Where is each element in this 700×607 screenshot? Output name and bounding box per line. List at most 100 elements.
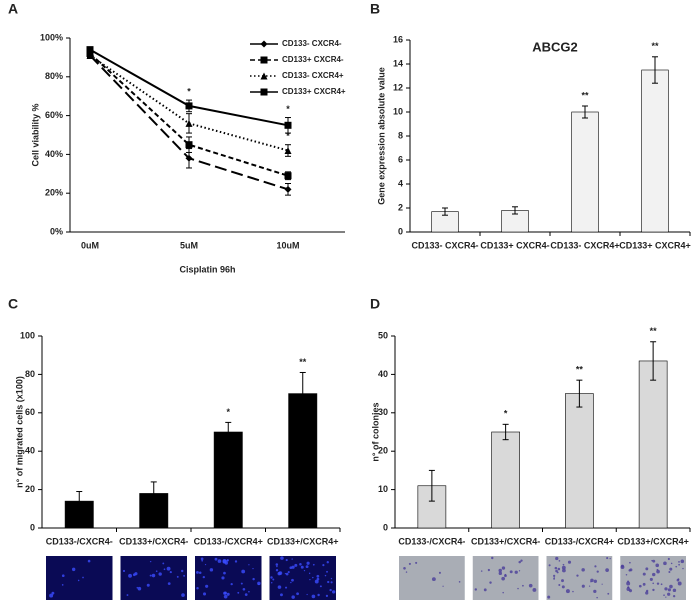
micrograph xyxy=(269,556,336,600)
micrograph-cell xyxy=(217,559,222,563)
panel-letter: C xyxy=(8,296,18,312)
micrograph-cell xyxy=(532,588,537,592)
y-axis-title: Gene expression absolute value xyxy=(376,67,386,205)
x-axis-title: Cisplatin 96h xyxy=(179,264,235,274)
micrograph-cell xyxy=(514,570,518,574)
y-tick-label: 50 xyxy=(378,330,388,340)
micrograph-cell xyxy=(676,578,680,582)
micrograph-cell xyxy=(305,565,309,569)
micrograph-cell xyxy=(240,582,243,585)
significance: ** xyxy=(581,90,589,100)
micrograph-cell xyxy=(330,581,333,584)
micrograph-cell xyxy=(558,583,561,586)
micrograph-cell xyxy=(82,576,84,579)
micrograph-cell xyxy=(155,570,158,573)
line xyxy=(89,52,289,177)
micrograph-cell xyxy=(252,577,255,581)
micrograph-cell xyxy=(303,569,306,572)
micrograph-cell xyxy=(146,583,150,587)
micrograph-cell xyxy=(682,567,684,570)
significance: * xyxy=(286,131,290,141)
micrograph-cell xyxy=(296,592,299,596)
significance: * xyxy=(187,86,191,96)
marker xyxy=(86,46,94,54)
panel-letter: D xyxy=(370,296,380,312)
y-tick-label: 40 xyxy=(378,369,388,379)
y-tick-label: 80% xyxy=(45,71,63,81)
micrograph-cell xyxy=(626,581,631,586)
micrograph-cell xyxy=(289,566,293,570)
y-axis-title: n° of migrated cells (x100) xyxy=(14,376,24,488)
significance: ** xyxy=(299,357,307,367)
marker xyxy=(260,56,268,64)
micrograph-cell xyxy=(49,593,54,598)
micrograph xyxy=(546,556,613,600)
y-tick-label: 20 xyxy=(25,484,35,494)
micrograph-cell xyxy=(501,566,506,570)
micrograph-cell xyxy=(415,561,418,564)
micrograph-cell xyxy=(287,571,290,574)
micrograph-cell xyxy=(590,581,592,583)
micrograph-cell xyxy=(214,557,218,561)
micrograph-cell xyxy=(656,569,660,574)
micrograph-cell xyxy=(501,576,506,581)
micrograph-cell xyxy=(642,572,646,576)
micrograph-cell xyxy=(672,588,677,593)
micrograph-cell xyxy=(553,574,556,578)
micrograph-cell xyxy=(280,556,284,560)
micrograph-cell xyxy=(277,585,282,589)
marker xyxy=(185,119,193,127)
micrograph-cell xyxy=(572,590,574,593)
significance: * xyxy=(504,409,508,419)
micrograph-cell xyxy=(474,588,477,591)
marker xyxy=(260,40,268,48)
micrograph-cell xyxy=(306,593,308,596)
micrograph-cell xyxy=(553,577,555,579)
micrograph-cell xyxy=(223,594,228,599)
micrograph-cell xyxy=(61,584,64,586)
micrograph-cell xyxy=(291,558,293,560)
significance: * xyxy=(226,407,230,417)
y-axis-title: n° of colonies xyxy=(370,402,380,461)
marker xyxy=(284,185,292,193)
micrograph-cell xyxy=(272,578,275,581)
x-tick-label: 5uM xyxy=(180,240,198,250)
micrograph-cell xyxy=(275,563,279,566)
micrograph-cell xyxy=(291,565,295,569)
micrograph-cell xyxy=(431,577,436,582)
micrograph-cell xyxy=(438,571,441,574)
x-tick-label: CD133+/CXCR4- xyxy=(471,536,540,546)
micrograph-cell xyxy=(87,559,91,563)
micrograph-cell xyxy=(222,559,227,563)
x-tick-label: CD133- CXCR4- xyxy=(411,240,478,250)
bar xyxy=(288,393,318,529)
bar xyxy=(213,431,243,529)
micrograph-cell xyxy=(625,574,628,576)
micrograph-cell xyxy=(309,578,311,581)
micrograph-cell xyxy=(209,568,214,572)
micrograph-cell xyxy=(517,587,519,590)
micrograph-cell xyxy=(442,585,444,587)
micrograph-cell xyxy=(183,574,186,577)
micrograph-cell xyxy=(596,570,599,573)
micrograph-cell xyxy=(314,579,319,584)
y-tick-label: 14 xyxy=(393,58,403,68)
micrograph-cell xyxy=(555,556,559,561)
micrograph-cell xyxy=(520,559,523,562)
micrograph-cell xyxy=(652,588,655,592)
micrograph-cell xyxy=(649,577,653,581)
micrograph-cell xyxy=(558,559,561,562)
micrograph-cell xyxy=(204,563,207,566)
micrograph-cell xyxy=(279,593,283,597)
micrograph-cell xyxy=(71,567,76,572)
micrograph-cell xyxy=(77,579,80,582)
micrograph-cell xyxy=(242,587,246,591)
micrograph-cell xyxy=(403,566,406,570)
y-tick-label: 0 xyxy=(30,522,35,532)
micrograph-cell xyxy=(270,582,273,584)
y-tick-label: 60% xyxy=(45,110,63,120)
micrograph-cell xyxy=(149,560,152,563)
marker xyxy=(185,102,193,110)
micrograph-cell xyxy=(237,591,240,594)
